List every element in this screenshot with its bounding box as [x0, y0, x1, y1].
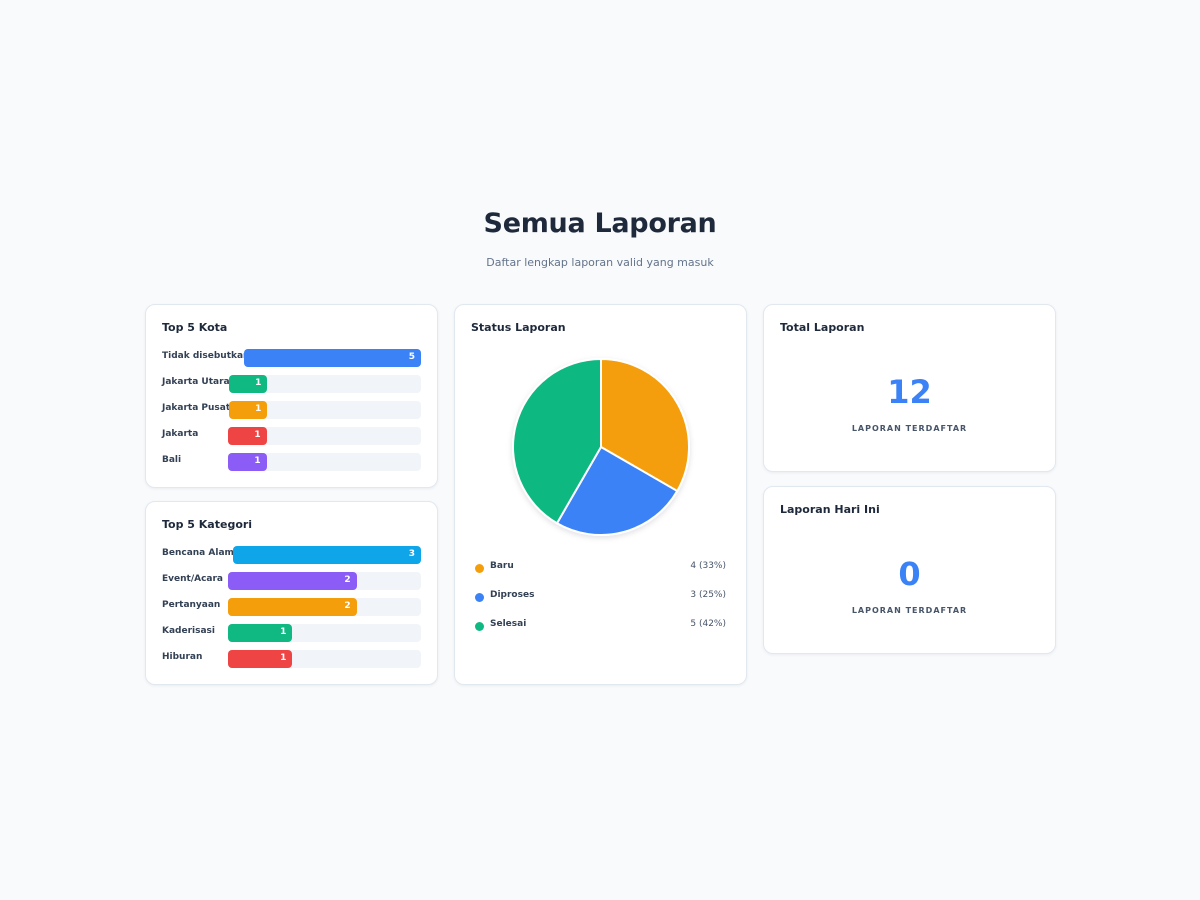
laporan-hari-ini-value: 0 — [898, 555, 921, 593]
kategori-row: Event/Acara 2 — [162, 572, 421, 590]
kota-label: Tidak disebutkan — [162, 351, 250, 361]
page-title: Semua Laporan — [483, 208, 717, 239]
kota-bar: 5 — [244, 349, 421, 367]
legend-dot — [475, 593, 484, 602]
kota-bar-track: 5 — [244, 349, 421, 367]
kategori-label: Bencana Alam — [162, 548, 234, 558]
legend-label: Selesai — [490, 619, 527, 629]
pie-slice-diproses — [555, 445, 679, 536]
kategori-bar-track: 1 — [228, 624, 421, 642]
kategori-bar: 1 — [228, 624, 293, 642]
laporan-hari-ini-title: Laporan Hari Ini — [780, 503, 880, 516]
kota-label: Bali — [162, 455, 182, 465]
legend-value: 4 (33%) — [690, 561, 726, 571]
kategori-bar-track: 2 — [228, 572, 421, 590]
legend-value: 5 (42%) — [690, 619, 726, 629]
kategori-label: Pertanyaan — [162, 600, 221, 610]
status-laporan-title: Status Laporan — [471, 321, 566, 334]
kota-value: 1 — [254, 430, 261, 440]
kategori-label: Hiburan — [162, 652, 203, 662]
kota-row: Jakarta Utara 1 — [162, 375, 421, 393]
kategori-row: Hiburan 1 — [162, 650, 421, 668]
legend-dot — [475, 564, 484, 573]
kategori-bar-track: 1 — [228, 650, 421, 668]
kota-label: Jakarta Pusat — [162, 403, 231, 413]
status-laporan-card: Status Laporan Baru 4 (33%) Diproses 3 (25%… — [454, 304, 747, 685]
kota-bar: 1 — [228, 453, 267, 471]
pie-slice-selesai — [512, 357, 602, 525]
kategori-label: Kaderisasi — [162, 626, 215, 636]
kota-bar: 1 — [228, 427, 267, 445]
pie-slice-baru — [600, 357, 690, 493]
kategori-bar-track: 3 — [233, 546, 421, 564]
kota-value: 1 — [255, 378, 262, 388]
kategori-value: 1 — [280, 653, 287, 663]
kota-bar-track: 1 — [228, 427, 421, 445]
kategori-value: 2 — [344, 575, 351, 585]
kategori-bar: 2 — [228, 598, 357, 616]
kategori-bar: 2 — [228, 572, 357, 590]
kategori-label: Event/Acara — [162, 574, 224, 584]
kategori-row: Bencana Alam 3 — [162, 546, 421, 564]
top-kategori-title: Top 5 Kategori — [162, 518, 253, 531]
legend-item: Selesai 5 (42%) — [475, 618, 726, 634]
top-kota-card: Top 5 Kota Tidak disebutkan 5 Jakarta Utar… — [145, 304, 438, 488]
kota-bar-track: 1 — [229, 375, 421, 393]
kota-value: 5 — [408, 352, 415, 362]
top-kota-title: Top 5 Kota — [162, 321, 228, 334]
legend-item: Baru 4 (33%) — [475, 560, 726, 576]
kota-row: Bali 1 — [162, 453, 421, 471]
kategori-value: 2 — [344, 601, 351, 611]
kota-bar: 1 — [229, 375, 268, 393]
kategori-row: Kaderisasi 1 — [162, 624, 421, 642]
kategori-value: 1 — [280, 627, 287, 637]
legend-dot — [475, 622, 484, 631]
total-laporan-title: Total Laporan — [780, 321, 865, 334]
kota-value: 1 — [254, 456, 261, 466]
kota-label: Jakarta Utara — [162, 377, 230, 387]
legend-label: Baru — [490, 561, 514, 571]
kota-bar-track: 1 — [228, 453, 421, 471]
status-pie-chart — [512, 357, 690, 536]
laporan-hari-ini-card: Laporan Hari Ini 0 LAPORAN TERDAFTAR — [763, 486, 1056, 654]
kategori-value: 3 — [408, 549, 415, 559]
kota-row: Tidak disebutkan 5 — [162, 349, 421, 367]
total-laporan-card: Total Laporan 12 LAPORAN TERDAFTAR — [763, 304, 1056, 472]
kota-row: Jakarta Pusat 1 — [162, 401, 421, 419]
kota-value: 1 — [255, 404, 262, 414]
kategori-bar-track: 2 — [228, 598, 421, 616]
legend-item: Diproses 3 (25%) — [475, 589, 726, 605]
kota-bar-track: 1 — [229, 401, 421, 419]
legend-value: 3 (25%) — [690, 590, 726, 600]
kategori-row: Pertanyaan 2 — [162, 598, 421, 616]
kategori-bar: 1 — [228, 650, 293, 668]
page-subtitle: Daftar lengkap laporan valid yang masuk — [486, 256, 714, 269]
laporan-hari-ini-caption: LAPORAN TERDAFTAR — [851, 606, 968, 615]
kota-bar: 1 — [229, 401, 268, 419]
kota-row: Jakarta 1 — [162, 427, 421, 445]
total-laporan-value: 12 — [887, 373, 932, 411]
total-laporan-caption: LAPORAN TERDAFTAR — [851, 424, 968, 433]
kota-label: Jakarta — [162, 429, 199, 439]
kategori-bar: 3 — [233, 546, 421, 564]
top-kategori-card: Top 5 Kategori Bencana Alam 3 Event/Acara 2… — [145, 501, 438, 685]
legend-label: Diproses — [490, 590, 535, 600]
